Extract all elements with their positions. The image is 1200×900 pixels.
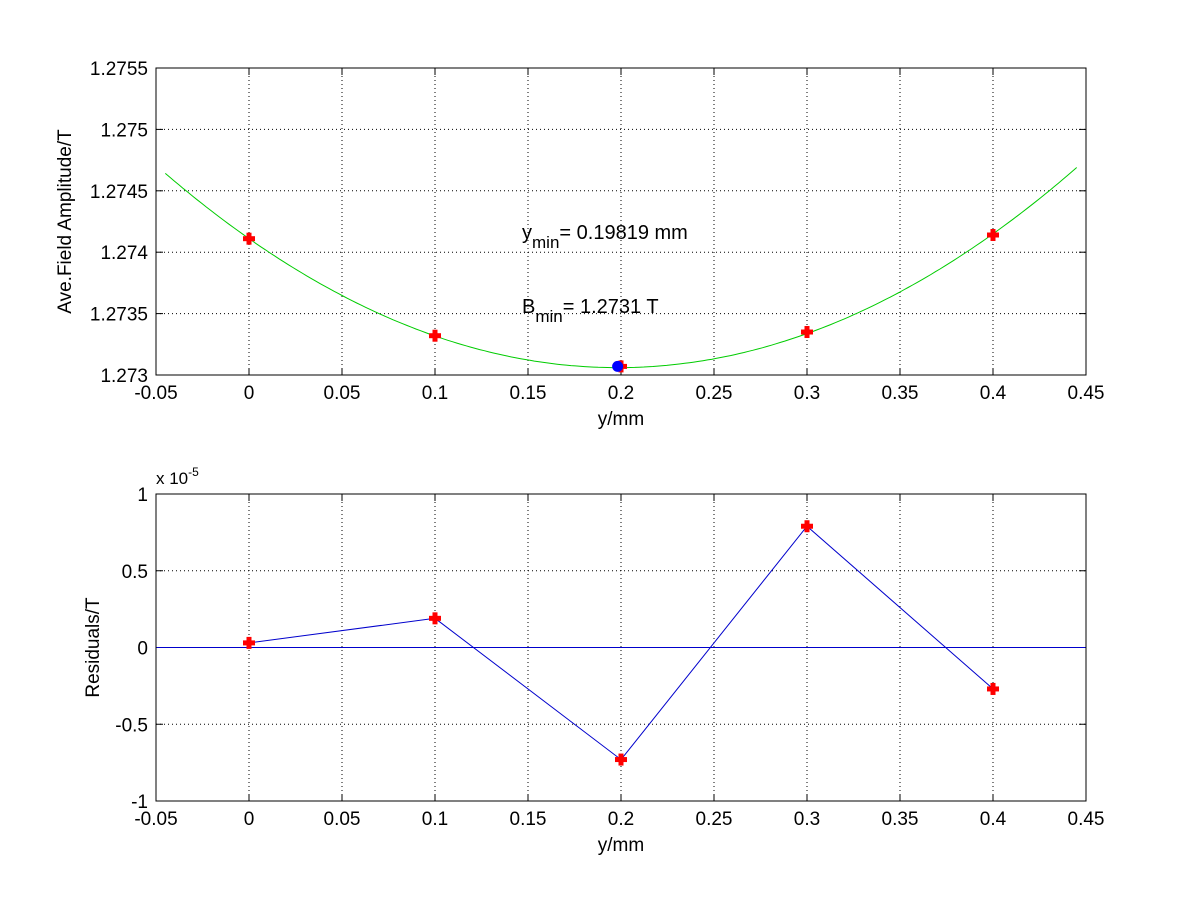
x-tick-label: -0.05 (134, 383, 177, 404)
data-point (429, 329, 441, 342)
x-tick-label: 0.45 (1068, 383, 1105, 404)
marker-v (432, 329, 438, 342)
residual-point (429, 612, 441, 625)
x-tick-label: 0.3 (794, 383, 820, 404)
marker-v (618, 753, 624, 766)
marker-v (990, 229, 996, 242)
y-tick-label: 0 (137, 639, 148, 660)
x-tick-label: 0.1 (422, 383, 448, 404)
annotation-main: B (522, 296, 535, 318)
x-tick-label: 0.35 (882, 809, 919, 830)
annotation-subscript: min (535, 307, 562, 326)
marker-v (804, 520, 810, 533)
x-tick-label: 0.05 (324, 383, 361, 404)
y-axis-label: Residuals/T (83, 597, 104, 698)
x-tick-label: 0.3 (794, 809, 820, 830)
bottom-axes-residuals: -0.05 0 0.05 0.1 0.15 0.2 0.25 0.3 0.35 0.4 0.45 -1… (83, 465, 1104, 856)
x-axis-label: y/mm (598, 409, 644, 430)
marker-v (246, 232, 252, 245)
y-tick-label: 1 (137, 485, 148, 506)
annotation-value: = 1.2731 T (563, 296, 659, 318)
x-tick-label: 0.35 (882, 383, 919, 404)
x-tick-label: 0.4 (980, 383, 1007, 404)
residual-point (987, 682, 999, 695)
y-tick-label: 1.2755 (90, 59, 148, 80)
y-tick-label: 0.5 (122, 562, 148, 583)
x-tick-label: 0.15 (510, 383, 547, 404)
annotation-main: y (522, 222, 532, 244)
annotation-bmin: Bmin= 1.2731 T (522, 296, 659, 326)
minimum-point (612, 360, 624, 372)
exponent-power: -5 (188, 465, 199, 479)
top-axes-field-amplitude: -0.05 0 0.05 0.1 0.15 0.2 0.25 0.3 0.35 0.4 0.45 1.… (55, 59, 1104, 430)
x-tick-label: 0.15 (510, 809, 547, 830)
x-tick-label: 0 (244, 809, 255, 830)
y-tick-label: 1.273 (100, 366, 148, 387)
y-exponent-label: x 10-5 (156, 465, 199, 488)
y-tick-label: 1.274 (100, 243, 148, 264)
fit-curve (164, 167, 1078, 369)
residual-point (243, 636, 255, 649)
x-tick-label: 0.25 (696, 809, 733, 830)
data-point (987, 229, 999, 242)
marker-v (432, 612, 438, 625)
x-tick-label: 0.25 (696, 383, 733, 404)
marker-v (246, 636, 252, 649)
x-axis-label: y/mm (598, 835, 644, 856)
x-tick-label: 0.05 (324, 809, 361, 830)
x-tick-label: 0 (244, 383, 255, 404)
x-tick-label: 0.1 (422, 809, 448, 830)
marker-v (804, 326, 810, 339)
marker-v (990, 682, 996, 695)
x-tick-label: -0.05 (134, 809, 177, 830)
x-tick-label: 0.2 (608, 809, 634, 830)
annotation-subscript: min (532, 233, 559, 252)
data-point (801, 326, 813, 339)
annotation-value: = 0.19819 mm (559, 222, 687, 244)
x-tick-label: 0.4 (980, 809, 1007, 830)
annotation-ymin: ymin= 0.19819 mm (522, 222, 688, 252)
y-tick-label: 1.2735 (90, 305, 148, 326)
y-axis-label: Ave.Field Amplitude/T (55, 129, 76, 314)
axes-box (155, 67, 1087, 376)
x-tick-label: 0.2 (608, 383, 634, 404)
axes-box (155, 493, 1087, 802)
residual-point (801, 520, 813, 533)
y-tick-label: 1.275 (100, 120, 148, 141)
y-tick-label: -1 (131, 792, 148, 813)
y-tick-label: 1.2745 (90, 182, 148, 203)
y-tick-label: -0.5 (115, 715, 148, 736)
x-tick-label: 0.45 (1068, 809, 1105, 830)
residual-point (615, 753, 627, 766)
data-point (243, 232, 255, 245)
exponent-base: x 10 (156, 469, 188, 488)
